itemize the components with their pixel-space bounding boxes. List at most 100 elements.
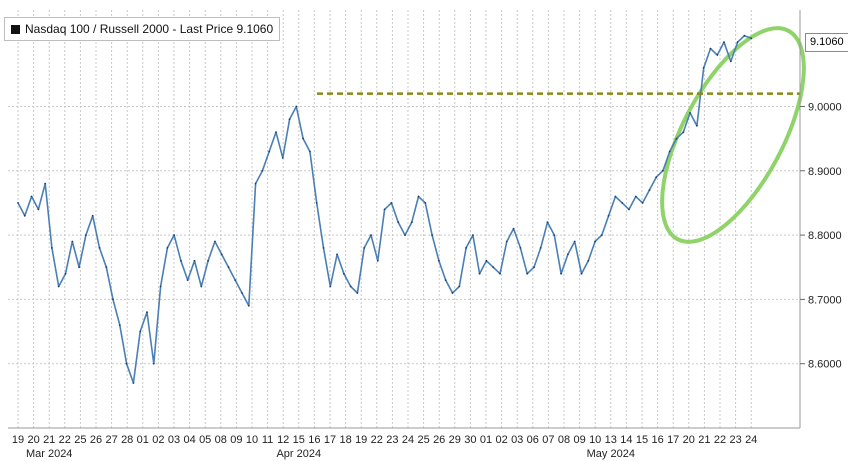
x-tick-label: 23 [386,434,398,446]
data-point [390,202,393,204]
data-point [750,37,753,40]
x-tick-label: 09 [230,434,242,446]
x-tick-label: 12 [277,434,289,446]
x-tick-label: 26 [90,434,102,446]
data-point [193,259,196,262]
x-tick-label: 24 [402,434,414,446]
data-point [30,195,33,198]
x-tick-label: 19 [355,434,367,446]
data-point [648,189,651,192]
data-point [336,253,338,256]
data-point [519,247,522,249]
x-tick-label: 30 [464,434,476,446]
x-tick-label: 28 [121,434,133,446]
data-point [302,137,304,140]
data-point [533,266,535,269]
data-point [553,234,556,237]
x-tick-label: 19 [12,434,24,446]
data-point [417,195,420,198]
data-point [458,285,461,288]
data-point [580,272,583,275]
data-point [492,266,495,269]
x-tick-label: 17 [324,434,336,446]
data-point [98,247,101,249]
x-tick-label: 03 [511,434,523,446]
x-tick-label: 22 [371,434,383,446]
x-tick-label: 01 [480,434,492,446]
data-point [634,195,637,198]
data-point [220,253,223,256]
month-label: May 2024 [587,448,635,460]
data-point [241,292,243,294]
x-tick-label: 16 [308,434,320,446]
x-tick-label: 14 [620,434,632,446]
y-axis: 8.6000 8.7000 8.8000 8.9000 9.0000 [799,10,842,428]
data-point [207,259,210,262]
data-point [682,131,685,134]
data-point [662,169,664,172]
data-point [404,234,406,237]
data-point [424,202,427,204]
data-point [44,182,47,185]
y-tick-label: 8.6000 [808,359,842,371]
data-point [573,240,576,243]
data-point [410,221,413,224]
data-point [729,60,732,63]
data-point [37,208,40,211]
x-tick-label: 21 [698,434,710,446]
data-point [57,285,60,288]
data-point [614,195,617,198]
x-tick-label: 08 [558,434,570,446]
data-point [105,266,108,269]
data-point [343,272,345,275]
data-point [689,112,691,114]
x-tick-label: 23 [729,434,741,446]
data-point [655,176,658,179]
data-point [621,202,624,204]
highlight-ellipse [660,26,806,244]
x-tick-label: 11 [262,434,273,446]
data-point [322,247,325,249]
data-point [607,214,610,217]
data-point [288,118,291,121]
data-point [309,150,311,153]
data-point [702,67,705,69]
x-tick-label: 15 [293,434,305,446]
data-point [349,285,352,288]
month-label: Apr 2024 [276,448,321,460]
y-tick-label: 8.7000 [808,294,842,306]
data-point [370,234,372,237]
data-point [275,131,277,134]
data-point [118,324,121,326]
data-point [472,234,474,237]
data-point [261,169,264,172]
data-point [716,54,719,56]
data-point [91,214,94,217]
data-point [641,202,644,204]
legend: Nasdaq 100 / Russell 2000 - Last Price 9… [4,17,281,41]
data-point [159,285,162,288]
x-tick-label: 22 [714,434,726,446]
data-point [254,182,257,185]
data-point [675,137,678,140]
data-point [451,292,454,294]
x-tick-label: 17 [667,434,679,446]
x-tick-label: 10 [246,434,258,446]
x-tick-label: 18 [339,434,351,446]
x-tick-label: 20 [27,434,39,446]
data-point [356,292,359,294]
data-point [696,124,698,127]
series-line [17,34,753,384]
x-tick-label: 10 [589,434,601,446]
x-tick-label: 05 [199,434,211,446]
x-tick-label: 02 [152,434,164,446]
data-point [17,202,19,204]
data-point [71,240,74,243]
data-point [23,214,26,217]
data-point [186,279,189,281]
data-point [526,272,529,275]
data-point [376,259,379,262]
legend-label: Nasdaq 100 / Russell 2000 - Last Price 9… [25,22,274,36]
data-point [139,330,142,333]
